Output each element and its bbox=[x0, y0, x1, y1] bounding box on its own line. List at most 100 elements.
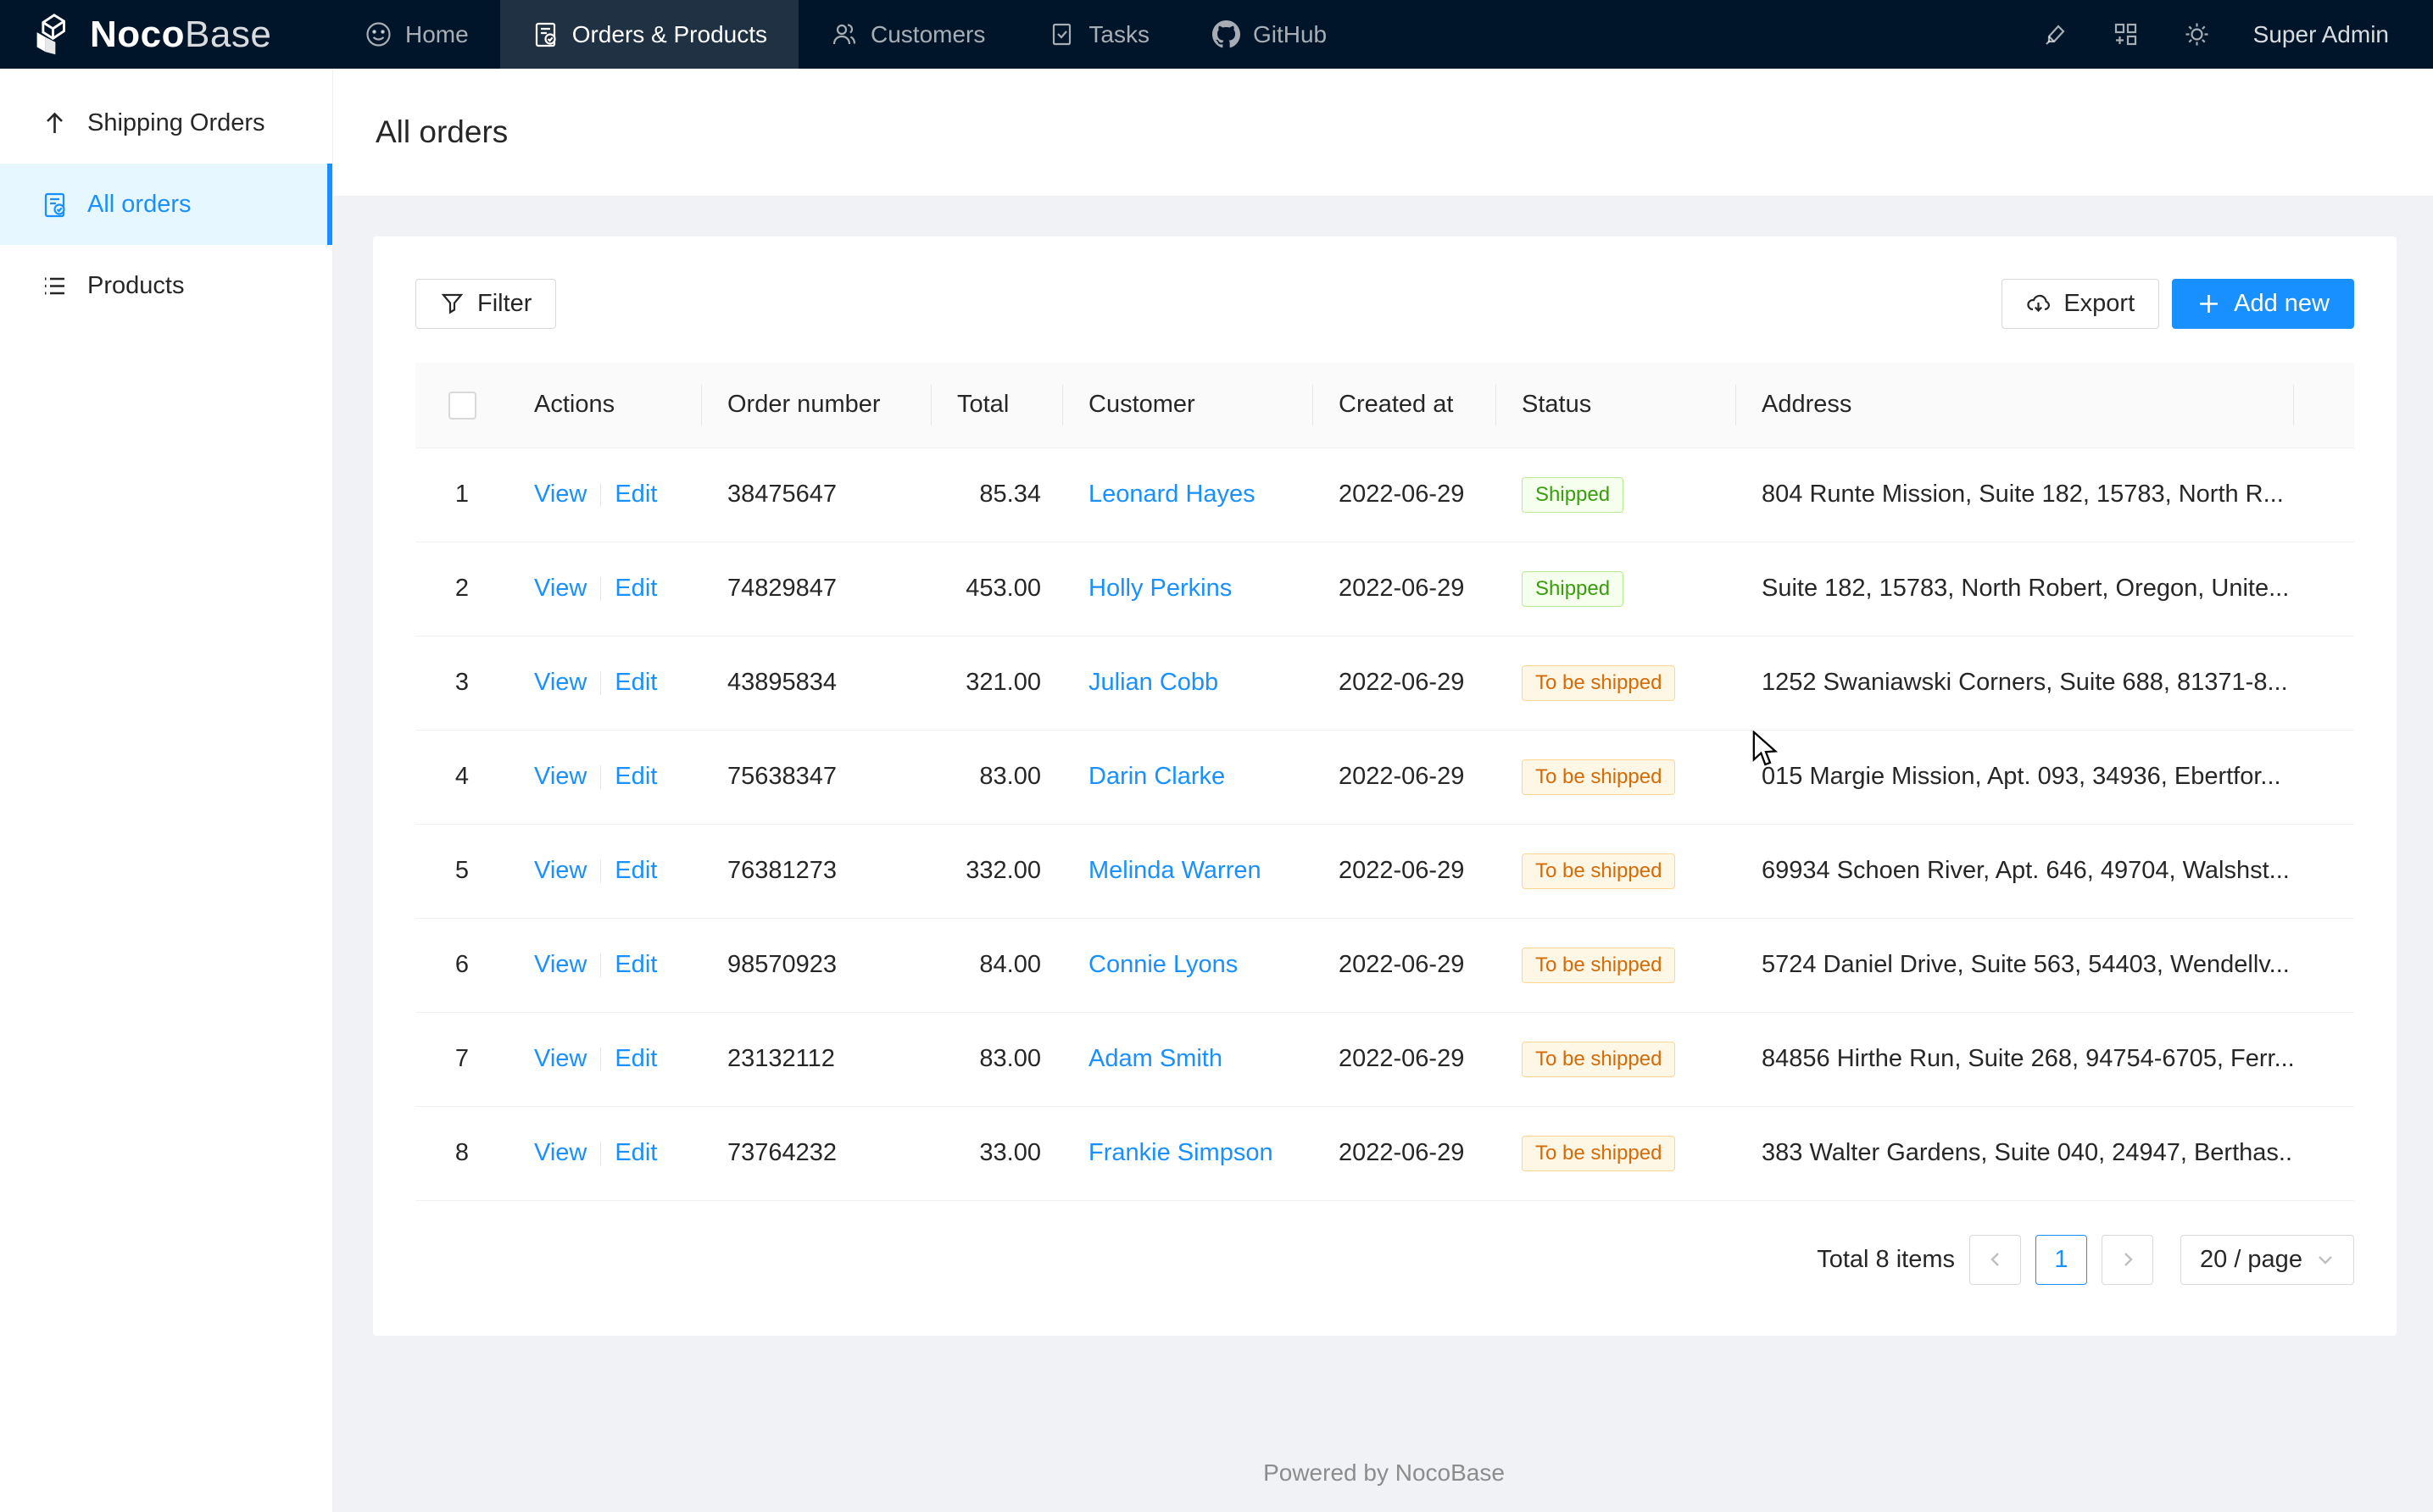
edit-link[interactable]: Edit bbox=[615, 575, 657, 602]
customer-link[interactable]: Adam Smith bbox=[1088, 1045, 1222, 1072]
column-header-created-at: Created at bbox=[1313, 363, 1496, 447]
select-all-checkbox[interactable] bbox=[448, 392, 476, 420]
action-divider bbox=[600, 483, 601, 507]
address-cell: 383 Walter Gardens, Suite 040, 24947, Be… bbox=[1736, 1106, 2294, 1200]
edit-link[interactable]: Edit bbox=[615, 951, 657, 978]
ui-editor-button[interactable] bbox=[2040, 19, 2070, 50]
order-number-cell: 43895834 bbox=[702, 636, 932, 730]
order-number-cell: 38475647 bbox=[702, 447, 932, 542]
nav-item-home[interactable]: Home bbox=[333, 0, 500, 69]
next-page-button[interactable] bbox=[2102, 1235, 2153, 1285]
prev-page-button[interactable] bbox=[1969, 1235, 2021, 1285]
created-at-cell: 2022-06-29 bbox=[1313, 636, 1496, 730]
sidebar-item-products[interactable]: Products bbox=[0, 245, 332, 326]
created-at-cell: 2022-06-29 bbox=[1313, 542, 1496, 636]
view-link[interactable]: View bbox=[534, 951, 587, 978]
nav-item-label: GitHub bbox=[1253, 21, 1327, 48]
column-header-status: Status bbox=[1496, 363, 1736, 447]
sidebar-item-all-orders[interactable]: All orders bbox=[0, 164, 332, 245]
customers-icon bbox=[830, 20, 858, 48]
page-number-button[interactable]: 1 bbox=[2035, 1235, 2087, 1285]
row-index: 8 bbox=[415, 1106, 509, 1200]
customer-link[interactable]: Holly Perkins bbox=[1088, 575, 1232, 602]
status-badge: Shipped bbox=[1522, 571, 1623, 607]
chevron-down-icon bbox=[2316, 1250, 2335, 1269]
total-cell: 453.00 bbox=[932, 542, 1063, 636]
nav-menu: Home Orders & Products Customers bbox=[333, 0, 1358, 69]
edit-link[interactable]: Edit bbox=[615, 1139, 657, 1166]
nocobase-logo: NocoBase bbox=[0, 0, 333, 69]
arrow-up-icon bbox=[41, 109, 69, 137]
view-link[interactable]: View bbox=[534, 857, 587, 884]
sidebar-item-label: Products bbox=[87, 272, 184, 300]
edit-link[interactable]: Edit bbox=[615, 1045, 657, 1072]
page-size-select[interactable]: 20 / page bbox=[2180, 1235, 2354, 1285]
created-at-cell: 2022-06-29 bbox=[1313, 1106, 1496, 1200]
action-divider bbox=[600, 577, 601, 601]
filter-funnel-icon bbox=[440, 292, 465, 316]
customer-link[interactable]: Frankie Simpson bbox=[1088, 1139, 1273, 1166]
pagination: Total 8 items 1 20 / page bbox=[415, 1235, 2354, 1285]
customer-link[interactable]: Darin Clarke bbox=[1088, 763, 1225, 790]
order-number-cell: 76381273 bbox=[702, 824, 932, 918]
sidebar: Shipping Orders All orders Products bbox=[0, 69, 333, 1512]
orders-table: Actions Order number Total Customer Crea… bbox=[415, 363, 2354, 1201]
nav-item-github[interactable]: GitHub bbox=[1181, 0, 1358, 69]
view-link[interactable]: View bbox=[534, 1045, 587, 1072]
pagination-total: Total 8 items bbox=[1817, 1246, 1955, 1274]
created-at-cell: 2022-06-29 bbox=[1313, 1012, 1496, 1106]
view-link[interactable]: View bbox=[534, 1139, 587, 1166]
export-button[interactable]: Export bbox=[2002, 279, 2159, 329]
orders-card: Filter Export bbox=[373, 236, 2397, 1336]
customer-link[interactable]: Melinda Warren bbox=[1088, 857, 1261, 884]
column-header-total: Total bbox=[932, 363, 1063, 447]
add-new-button[interactable]: Add new bbox=[2172, 279, 2354, 329]
github-icon bbox=[1212, 20, 1240, 48]
action-divider bbox=[600, 1048, 601, 1071]
nav-item-label: Tasks bbox=[1088, 21, 1150, 48]
edit-link[interactable]: Edit bbox=[615, 481, 657, 508]
action-divider bbox=[600, 1142, 601, 1165]
nocobase-cube-icon bbox=[27, 10, 76, 59]
customer-link[interactable]: Leonard Hayes bbox=[1088, 481, 1255, 508]
appstore-add-icon bbox=[2112, 20, 2140, 48]
user-menu[interactable]: Super Admin bbox=[2253, 21, 2389, 48]
action-divider bbox=[600, 953, 601, 977]
status-badge: To be shipped bbox=[1522, 948, 1675, 983]
nav-item-label: Home bbox=[405, 21, 469, 48]
settings-button[interactable] bbox=[2182, 19, 2213, 50]
customer-link[interactable]: Julian Cobb bbox=[1088, 669, 1218, 696]
order-number-cell: 74829847 bbox=[702, 542, 932, 636]
view-link[interactable]: View bbox=[534, 575, 587, 602]
total-cell: 83.00 bbox=[932, 730, 1063, 824]
total-cell: 332.00 bbox=[932, 824, 1063, 918]
view-link[interactable]: View bbox=[534, 481, 587, 508]
filter-button[interactable]: Filter bbox=[415, 279, 556, 329]
action-divider bbox=[600, 671, 601, 695]
plugins-button[interactable] bbox=[2111, 19, 2141, 50]
logo-text-bold: Noco bbox=[90, 14, 185, 55]
address-cell: 804 Runte Mission, Suite 182, 15783, Nor… bbox=[1736, 447, 2294, 542]
nav-item-label: Customers bbox=[871, 21, 985, 48]
logo-text-light: Base bbox=[185, 14, 271, 55]
nav-item-customers[interactable]: Customers bbox=[799, 0, 1016, 69]
customer-link[interactable]: Connie Lyons bbox=[1088, 951, 1238, 978]
table-row: 1ViewEdit3847564785.34Leonard Hayes2022-… bbox=[415, 447, 2354, 542]
status-badge: To be shipped bbox=[1522, 1136, 1675, 1171]
view-link[interactable]: View bbox=[534, 669, 587, 696]
task-check-icon bbox=[1048, 20, 1076, 48]
edit-link[interactable]: Edit bbox=[615, 763, 657, 790]
status-badge: To be shipped bbox=[1522, 665, 1675, 701]
smiley-icon bbox=[365, 20, 393, 48]
chevron-left-icon bbox=[1986, 1250, 2005, 1269]
sidebar-item-shipping-orders[interactable]: Shipping Orders bbox=[0, 82, 332, 164]
sidebar-item-label: Shipping Orders bbox=[87, 109, 265, 137]
address-cell: 69934 Schoen River, Apt. 646, 49704, Wal… bbox=[1736, 824, 2294, 918]
nav-item-label: Orders & Products bbox=[572, 21, 767, 48]
edit-link[interactable]: Edit bbox=[615, 669, 657, 696]
column-header-address: Address bbox=[1736, 363, 2294, 447]
edit-link[interactable]: Edit bbox=[615, 857, 657, 884]
nav-item-tasks[interactable]: Tasks bbox=[1016, 0, 1181, 69]
nav-item-orders-products[interactable]: Orders & Products bbox=[500, 0, 799, 69]
view-link[interactable]: View bbox=[534, 763, 587, 790]
